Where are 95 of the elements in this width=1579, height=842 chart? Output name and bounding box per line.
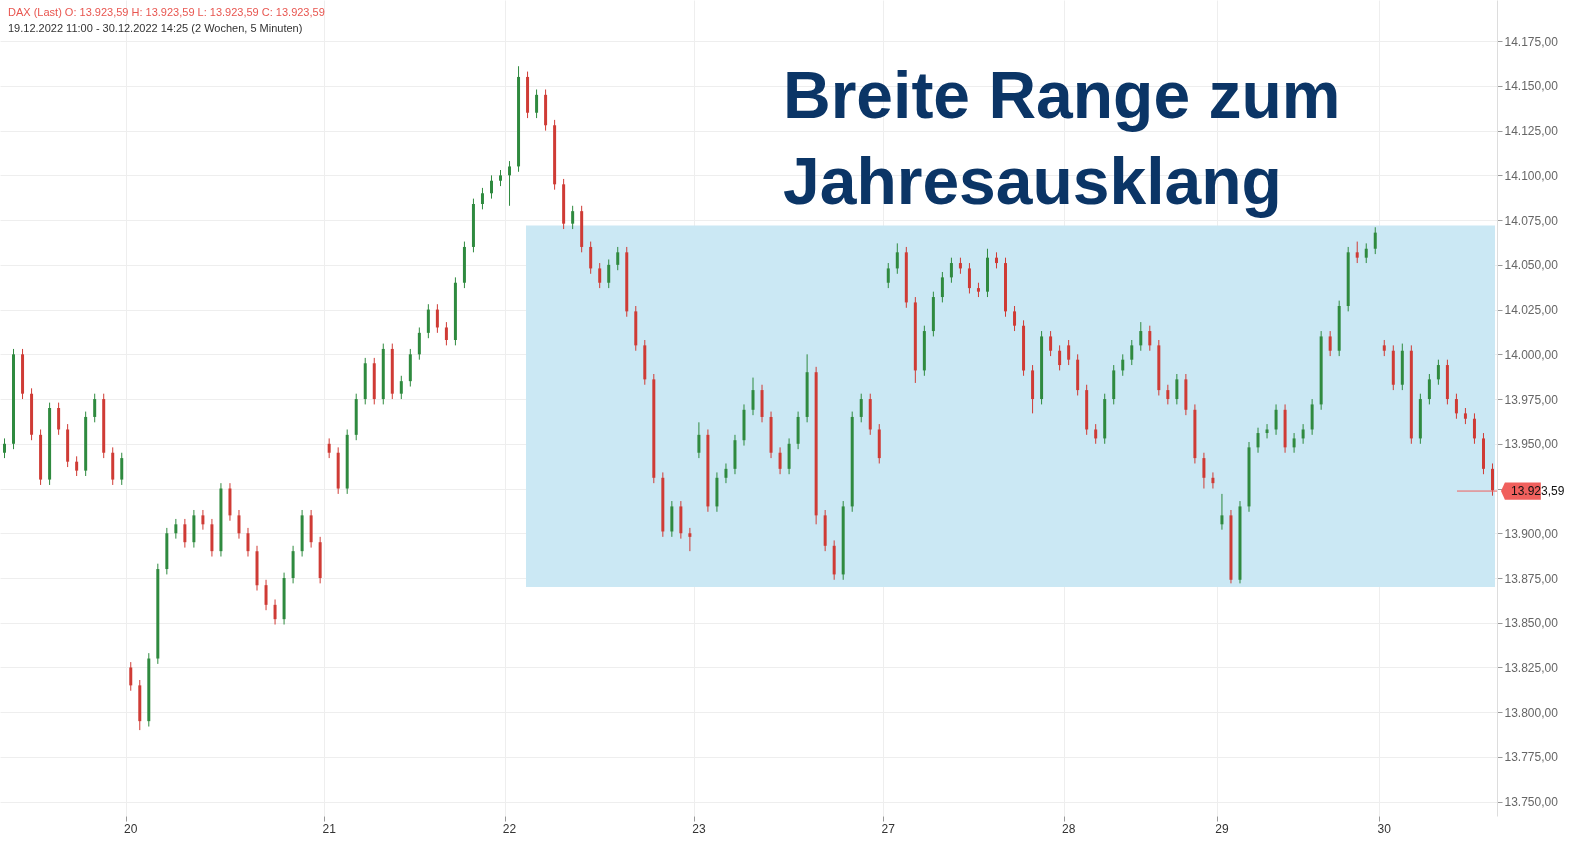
y-tick-label: 13.875,00 — [1504, 571, 1559, 586]
y-tick-label: 13.950,00 — [1504, 437, 1559, 452]
candlestick — [399, 375, 403, 400]
candlestick — [57, 402, 61, 436]
candlestick — [129, 661, 133, 692]
y-tick-label: 14.100,00 — [1504, 168, 1559, 183]
candlestick — [1274, 403, 1278, 436]
candlestick — [1166, 384, 1170, 405]
x-tick-label: 21 — [322, 821, 337, 836]
x-tick-label: 29 — [1215, 821, 1229, 836]
candlestick — [1427, 373, 1431, 405]
candlestick — [1301, 423, 1305, 445]
x-tick-label: 28 — [1061, 821, 1076, 836]
candlestick — [237, 509, 241, 540]
candlestick — [1328, 330, 1332, 357]
candlestick — [1256, 427, 1260, 454]
y-tick-label: 14.025,00 — [1504, 303, 1559, 318]
annotation: DAX (Last) O: 13.923,59 H: 13.923,59 L: 13.923,59 C: 13.923,59 — [8, 6, 325, 18]
candlestick — [3, 437, 7, 459]
annotation: 19.12.2022 11:00 - 30.12.2022 14:25 (2 Wochen, 5 Minuten) — [8, 22, 303, 34]
candlestick — [1058, 344, 1062, 371]
candlestick — [751, 377, 755, 416]
candlestick — [697, 421, 701, 459]
candlestick — [616, 246, 620, 271]
candlestick — [174, 518, 178, 540]
y-tick-label: 14.150,00 — [1504, 79, 1559, 94]
candlestick — [724, 462, 728, 484]
y-tick-label: 13.900,00 — [1504, 526, 1559, 541]
candlestick — [1436, 359, 1440, 386]
candlestick — [1490, 462, 1494, 497]
candlestick — [1148, 325, 1152, 352]
x-tick-label: 23 — [692, 821, 706, 836]
candlestick — [508, 160, 512, 207]
x-tick-label: 27 — [881, 821, 896, 836]
candlestick — [1094, 423, 1098, 445]
candlestick — [435, 303, 439, 334]
candlestick — [75, 455, 79, 477]
candlestick — [444, 321, 448, 346]
candlestick — [120, 452, 124, 486]
y-tick-label: 14.050,00 — [1504, 258, 1559, 273]
candlestick — [949, 257, 953, 284]
y-tick-label: 14.125,00 — [1504, 124, 1559, 139]
y-tick-label: 13.775,00 — [1504, 750, 1559, 765]
y-tick-label: 14.075,00 — [1504, 213, 1559, 228]
candlestick — [571, 205, 575, 230]
candlestick — [1454, 393, 1458, 420]
candlestick — [480, 187, 484, 210]
y-tick-label: 14.175,00 — [1504, 34, 1559, 49]
candlestick — [1202, 452, 1206, 490]
candlestick — [1049, 330, 1053, 357]
candlestick — [1265, 423, 1269, 439]
x-tick-label: 30 — [1377, 821, 1392, 836]
candlestick — [183, 518, 187, 549]
candlestick — [264, 579, 268, 611]
candlestick — [859, 393, 863, 423]
candlestick — [246, 527, 250, 558]
candlestick — [1211, 471, 1215, 490]
candlestick — [1067, 339, 1071, 366]
y-tick-label: 13.975,00 — [1504, 392, 1559, 407]
candlestick — [967, 262, 971, 294]
candlestick — [327, 437, 331, 459]
candlestick — [598, 262, 602, 289]
candlestick — [886, 262, 890, 289]
y-tick-label: 13.850,00 — [1504, 616, 1559, 631]
candlestick — [607, 258, 611, 289]
candlestick — [1472, 412, 1476, 445]
candlestick — [1139, 321, 1143, 352]
candlestick — [589, 241, 593, 275]
x-tick-label: 22 — [502, 821, 517, 836]
candlestick — [1292, 432, 1296, 454]
candlestick — [93, 393, 97, 423]
candlestick — [1373, 226, 1377, 255]
candlestick — [1175, 373, 1179, 405]
candlestick — [1364, 242, 1368, 264]
candlestick — [273, 598, 277, 626]
candlestick — [1130, 339, 1134, 366]
text: Breite Range zum Jahresausklang — [783, 58, 1341, 218]
candlestick — [1013, 305, 1017, 332]
y-tick-label: 13.800,00 — [1504, 705, 1559, 720]
candlestick — [417, 326, 421, 361]
candlestick — [895, 242, 899, 275]
x-tick-label: 20 — [124, 821, 138, 836]
candlestick — [201, 509, 205, 531]
candlestick — [1220, 493, 1224, 531]
candlestick — [940, 271, 944, 303]
candlestick — [1355, 241, 1359, 264]
candlestick — [1121, 353, 1125, 377]
candlestick — [688, 527, 692, 552]
candlestick — [778, 446, 782, 475]
y-tick-label: 13.825,00 — [1504, 660, 1559, 675]
candlestick — [426, 303, 430, 339]
candlestick — [489, 174, 493, 200]
candlestick — [535, 88, 539, 119]
y-tick-label: 14.000,00 — [1504, 347, 1559, 362]
y-tick-label: 13.750,00 — [1504, 795, 1559, 810]
